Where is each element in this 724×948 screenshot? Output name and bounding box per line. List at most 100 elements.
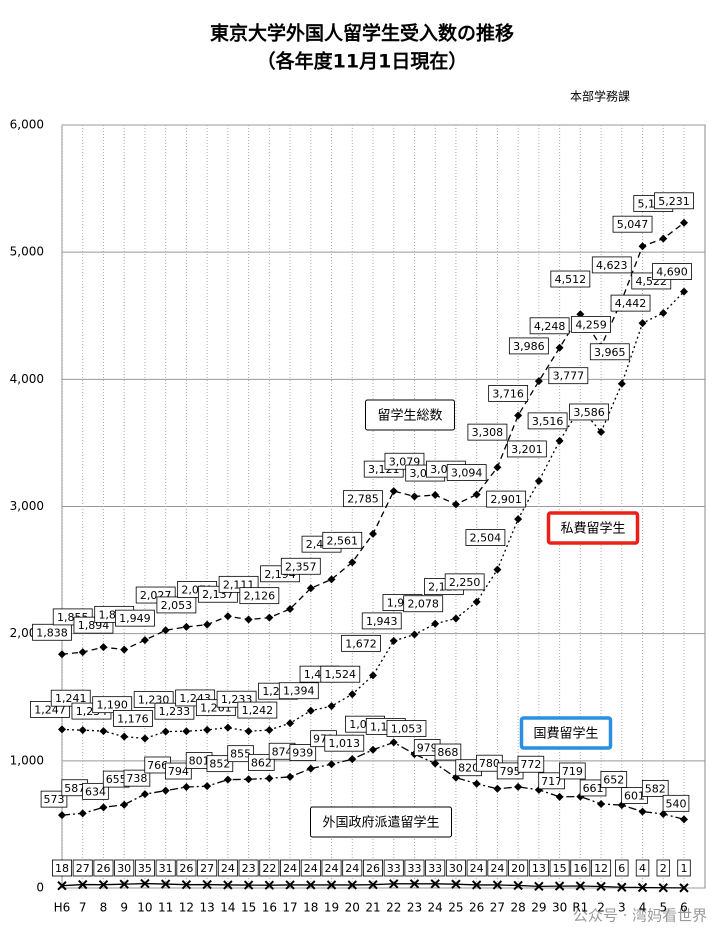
data-label: 1,190 [96, 699, 128, 712]
label-box [123, 769, 151, 787]
marker [617, 379, 626, 388]
marker [410, 630, 419, 639]
label-box [280, 557, 321, 575]
label-box [259, 859, 280, 877]
marker [244, 775, 253, 784]
marker [244, 615, 253, 624]
x-tick-label: 9 [120, 901, 128, 915]
label-box [569, 403, 609, 421]
x-tick-label: 25 [448, 901, 463, 915]
marker [265, 726, 274, 735]
data-label: 15 [553, 862, 567, 875]
legend-box [365, 399, 455, 431]
data-label: 33 [428, 862, 442, 875]
marker [430, 879, 440, 889]
data-label: 3,308 [472, 426, 504, 439]
data-label: 2,901 [490, 493, 522, 506]
label-box [239, 587, 280, 605]
marker [493, 784, 502, 793]
marker [78, 726, 87, 735]
label-box [324, 734, 365, 752]
label-box [538, 772, 565, 790]
label-box [82, 782, 109, 800]
data-label: 540 [666, 797, 687, 810]
label-box [227, 745, 254, 763]
legend-label: 国費留学生 [533, 726, 598, 742]
label-box [610, 294, 651, 312]
data-label: 1,176 [117, 712, 149, 725]
label-box [677, 859, 691, 877]
x-tick-label: 13 [199, 901, 214, 915]
marker [410, 492, 419, 501]
label-box [662, 794, 690, 812]
y-tick-label: 5,000 [10, 245, 44, 259]
data-label: 801 [189, 755, 210, 768]
legend-label: 私費留学生 [560, 521, 625, 537]
marker [659, 809, 668, 818]
marker [575, 881, 586, 891]
x-tick-label: 21 [365, 901, 380, 915]
label-box [517, 755, 545, 773]
data-label: 4,690 [656, 266, 688, 279]
marker [451, 614, 460, 623]
data-label: 862 [251, 756, 272, 769]
label-box [445, 859, 466, 877]
label-box [165, 762, 192, 780]
source: 本部学務課 [570, 89, 630, 104]
data-label: 1,949 [119, 612, 151, 625]
data-label: 573 [44, 793, 65, 806]
y-tick-label: 6,000 [10, 118, 44, 132]
data-label: 855 [230, 748, 251, 761]
data-label: 2,561 [327, 534, 359, 547]
data-label: 1,672 [345, 637, 377, 650]
marker [286, 719, 295, 728]
marker [534, 377, 543, 386]
legend-label: 留学生総数 [377, 408, 442, 424]
y-tick-label: 0 [36, 881, 44, 895]
marker [306, 706, 315, 715]
label-box [237, 701, 278, 719]
label-box [280, 859, 301, 877]
x-tick-label: 5 [659, 901, 667, 915]
x-tick-label: 27 [490, 901, 505, 915]
label-box [321, 859, 342, 877]
label-box [278, 682, 319, 700]
data-label: 13 [532, 862, 546, 875]
chart-subtitle: （各年度11月1日現在） [257, 50, 468, 73]
data-label: 5,047 [617, 218, 649, 231]
data-label: 717 [541, 775, 562, 788]
x-tick-label: 11 [158, 901, 173, 915]
legend-box [519, 716, 613, 750]
marker [617, 882, 627, 892]
data-label: 4,248 [534, 320, 566, 333]
marker [161, 786, 170, 795]
label-box [487, 859, 508, 877]
data-label: 33 [407, 862, 421, 875]
marker [451, 500, 460, 509]
marker [431, 759, 440, 768]
label-box [591, 256, 632, 274]
marker [369, 671, 377, 680]
data-label: 6 [618, 862, 625, 875]
data-label: 3,201 [511, 443, 543, 456]
marker [659, 234, 668, 243]
data-label: 652 [603, 773, 624, 786]
x-tick-label: 29 [531, 901, 546, 915]
marker [534, 881, 544, 892]
marker [78, 809, 87, 818]
data-label: 1,242 [242, 704, 274, 717]
data-label: 634 [85, 785, 106, 798]
marker [78, 648, 87, 657]
data-label: 31 [159, 862, 173, 875]
label-box [176, 859, 197, 877]
label-box [508, 859, 529, 877]
watermark: 公众号 · 湾妈看世界 [573, 907, 707, 925]
label-box [383, 859, 404, 877]
x-tick-label: 4 [639, 901, 647, 915]
marker [140, 878, 150, 889]
data-label: 2 [660, 862, 667, 875]
data-label: 655 [106, 773, 127, 786]
data-label: 1 [681, 862, 688, 875]
marker [140, 790, 149, 799]
data-label: 766 [147, 759, 168, 772]
